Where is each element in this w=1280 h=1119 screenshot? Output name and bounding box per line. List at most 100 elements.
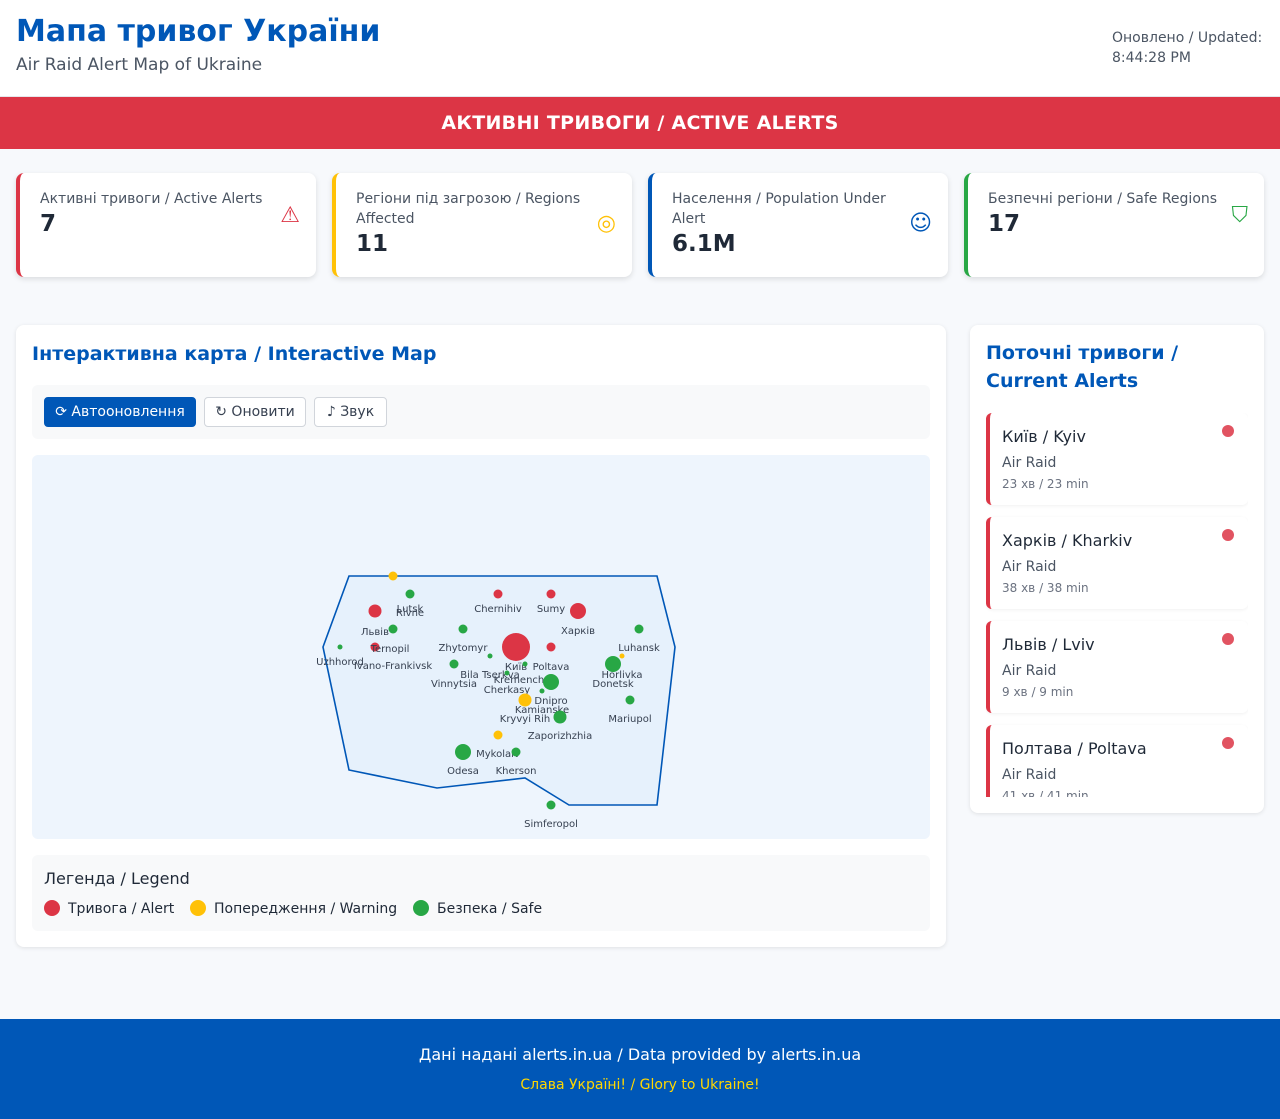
city-label-odesa: Odesa bbox=[447, 766, 479, 777]
city-label-uzhhorod: Uzhhorod bbox=[316, 657, 364, 668]
map-controls: ⟳ Автооновлення ↻ Оновити ♪ Звук bbox=[32, 385, 930, 439]
alert-pulse-icon bbox=[1222, 425, 1234, 437]
alert-duration: 41 хв / 41 min bbox=[1002, 789, 1089, 797]
updated-time: 8:44:28 PM bbox=[1112, 50, 1191, 66]
city-marker-kamianske[interactable] bbox=[539, 688, 545, 694]
city-marker-mykolaiv[interactable] bbox=[493, 730, 503, 740]
stat-label: Регіони під загрозою / Regions Affected bbox=[356, 191, 581, 227]
legend-item-alert: Тривога / Alert bbox=[44, 900, 174, 918]
city-marker-dnipro[interactable] bbox=[543, 674, 559, 690]
city-label-luhansk: Luhansk bbox=[618, 643, 660, 654]
alert-pulse-icon bbox=[1222, 529, 1234, 541]
city-marker-bila-tserkva[interactable] bbox=[487, 653, 493, 659]
alerts-title: Поточні тривоги / Current Alerts bbox=[986, 342, 1179, 392]
auto-refresh-button[interactable]: ⟳ Автооновлення bbox=[44, 397, 196, 427]
alert-duration: 9 хв / 9 min bbox=[1002, 685, 1074, 699]
refresh-button[interactable]: ↻ Оновити bbox=[204, 397, 306, 427]
city-marker-lutsk[interactable] bbox=[405, 589, 415, 599]
city-label-ternopil: Ternopil bbox=[370, 644, 410, 655]
city-marker-simferopol[interactable] bbox=[546, 800, 556, 810]
city-label-bila-tserkva: Bila Tserkva bbox=[460, 670, 520, 681]
alert-item-kharkiv[interactable]: Харків / Kharkiv Air Raid 38 хв / 38 min bbox=[986, 517, 1248, 609]
alert-region: Харків / Kharkiv bbox=[1002, 531, 1133, 550]
city-marker-ivano-frankivsk[interactable] bbox=[388, 571, 398, 581]
stat-value: 11 bbox=[356, 231, 389, 257]
stat-card-safe-regions: Безпечні регіони / Safe Regions 17 ⛉ bbox=[964, 173, 1264, 277]
data-source: Дані надані alerts.in.ua / Data provided… bbox=[418, 1045, 862, 1064]
city-marker-rivne[interactable] bbox=[368, 604, 382, 618]
city-label-kryvyi-rih: Kryvyi Rih bbox=[500, 714, 550, 725]
city-marker-donetsk[interactable] bbox=[605, 656, 621, 672]
city-label-kremenchuk: Kremenchuk bbox=[494, 675, 557, 686]
city-label-zaporizhzhia: Zaporizhzhia bbox=[528, 731, 592, 742]
city-label-mariupol: Mariupol bbox=[608, 714, 651, 725]
interactive-map[interactable]: Lutsk Rivne Львів Ternopil Uzhhorod Ivano-Fra… bbox=[32, 455, 930, 839]
alert-item-kyiv[interactable]: Київ / Kyiv Air Raid 23 хв / 23 min bbox=[986, 413, 1248, 505]
city-marker-uzhhorod[interactable] bbox=[337, 644, 343, 650]
legend: Легенда / Legend Тривога / Alert Поперед… bbox=[32, 855, 930, 931]
page-subtitle: Air Raid Alert Map of Ukraine bbox=[16, 55, 263, 75]
city-label-poltava: Poltava bbox=[533, 662, 570, 673]
city-label-ivano-frankivsk: Ivano-Frankivsk bbox=[354, 661, 433, 672]
reload-icon: ↻ bbox=[215, 404, 227, 420]
city-label-kamianske: Kamianske bbox=[515, 705, 569, 716]
city-marker-львів[interactable] bbox=[388, 624, 398, 634]
city-marker-chernihiv[interactable] bbox=[493, 589, 503, 599]
city-marker-sumy[interactable] bbox=[546, 589, 556, 599]
city-label-horlivka: Horlivka bbox=[602, 670, 643, 681]
city-label-simferopol: Simferopol bbox=[524, 819, 578, 830]
refresh-icon: ⟳ bbox=[55, 404, 67, 420]
stat-label: Населення / Population Under Alert bbox=[672, 191, 886, 227]
alert-item-lviv[interactable]: Львів / Lviv Air Raid 9 хв / 9 min bbox=[986, 621, 1248, 713]
city-marker-харків[interactable] bbox=[570, 603, 586, 619]
city-label-cherkasy: Cherkasy bbox=[484, 685, 531, 696]
city-marker-horlivka[interactable] bbox=[619, 653, 625, 659]
alert-pulse-icon bbox=[1222, 633, 1234, 645]
city-label-київ: Київ bbox=[505, 662, 527, 673]
warning-icon: ⚠ bbox=[280, 203, 300, 228]
city-label-rivne: Rivne bbox=[396, 608, 424, 619]
city-label-zhytomyr: Zhytomyr bbox=[439, 643, 489, 654]
city-marker-poltava[interactable] bbox=[546, 642, 556, 652]
city-label-харків: Харків bbox=[561, 625, 595, 637]
alert-region: Київ / Kyiv bbox=[1002, 427, 1086, 446]
city-label-mykolaiv: Mykolaiv bbox=[476, 749, 520, 760]
ukraine-outline bbox=[322, 575, 676, 806]
city-marker-mariupol[interactable] bbox=[625, 695, 635, 705]
city-label-chernihiv: Chernihiv bbox=[474, 604, 522, 615]
city-marker-kherson[interactable] bbox=[511, 747, 521, 757]
alert-type: Air Raid bbox=[1002, 559, 1057, 575]
active-alerts-banner: АКТИВНІ ТРИВОГИ / ACTIVE ALERTS bbox=[0, 97, 1280, 149]
city-label-dnipro: Dnipro bbox=[534, 696, 567, 707]
legend-item-safe: Безпека / Safe bbox=[413, 900, 542, 918]
city-marker-luhansk[interactable] bbox=[634, 624, 644, 634]
map-title: Інтерактивна карта / Interactive Map bbox=[32, 343, 437, 365]
city-label-львів: Львів bbox=[361, 626, 389, 638]
alert-item-poltava[interactable]: Полтава / Poltava Air Raid 41 хв / 41 mi… bbox=[986, 725, 1248, 797]
city-marker-київ[interactable] bbox=[502, 633, 530, 661]
city-marker-zaporizhzhia[interactable] bbox=[553, 710, 567, 724]
target-icon: ◎ bbox=[596, 211, 616, 236]
city-marker-vinnytsia[interactable] bbox=[449, 659, 459, 669]
alert-duration: 38 хв / 38 min bbox=[1002, 581, 1089, 595]
stat-card-active-alerts: Активні тривоги / Active Alerts 7 ⚠ bbox=[16, 173, 316, 277]
city-marker-ternopil[interactable] bbox=[370, 642, 380, 652]
legend-title: Легенда / Legend bbox=[44, 869, 190, 888]
page-header: Мапа тривог України Air Raid Alert Map o… bbox=[0, 0, 1280, 97]
city-label-donetsk: Donetsk bbox=[592, 679, 633, 690]
sound-button[interactable]: ♪ Звук bbox=[314, 397, 387, 427]
city-marker-kremenchuk[interactable] bbox=[522, 661, 528, 667]
city-marker-kryvyi-rih[interactable] bbox=[518, 693, 532, 707]
alerts-list[interactable]: Київ / Kyiv Air Raid 23 хв / 23 min Харк… bbox=[986, 413, 1248, 797]
city-marker-zhytomyr[interactable] bbox=[458, 624, 468, 634]
alert-region: Львів / Lviv bbox=[1002, 635, 1095, 654]
alert-type: Air Raid bbox=[1002, 663, 1057, 679]
stat-label: Активні тривоги / Active Alerts bbox=[40, 191, 263, 207]
city-marker-cherkasy[interactable] bbox=[504, 670, 510, 676]
alert-duration: 23 хв / 23 min bbox=[1002, 477, 1089, 491]
city-marker-odesa[interactable] bbox=[455, 744, 471, 760]
page-footer: Дані надані alerts.in.ua / Data provided… bbox=[0, 1019, 1280, 1119]
alert-type: Air Raid bbox=[1002, 455, 1057, 471]
map-card: Інтерактивна карта / Interactive Map ⟳ А… bbox=[16, 325, 946, 947]
